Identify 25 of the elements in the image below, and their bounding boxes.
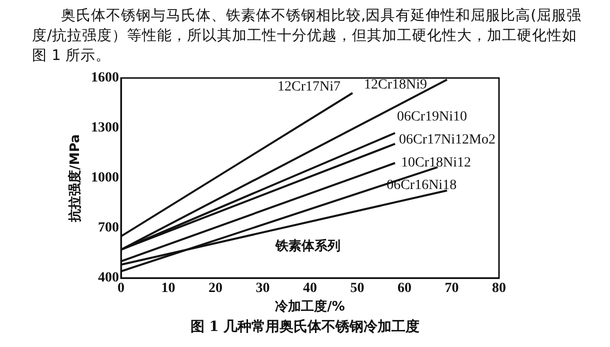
y-tick-label: 1000 bbox=[91, 170, 119, 186]
series-label: 06Cr19Ni10 bbox=[397, 110, 468, 125]
series-label: 铁素体系列 bbox=[274, 238, 340, 254]
x-tick-label: 0 bbox=[118, 281, 124, 296]
series-label: 06Cr16Ni18 bbox=[386, 178, 457, 193]
y-tick-label: 400 bbox=[98, 270, 119, 286]
y-tick-label: 1600 bbox=[91, 70, 119, 86]
text: 图 1 几种常用奥氏体不锈钢冷加工度 bbox=[189, 318, 421, 336]
text: 奥氏体不锈钢与马氏体、铁素体不锈钢相比较,因具有延伸性和屈服比高(屈服强度/抗拉强度）等性能，所以其加工性十分优越，但其加工硬化性大，加工硬化性如图 1 所示。 bbox=[32, 6, 582, 66]
x-tick-label: 50 bbox=[350, 281, 364, 296]
y-axis-title: 抗拉强度/MPa bbox=[67, 134, 84, 223]
x-tick-label: 70 bbox=[444, 281, 459, 296]
series-label: 10Cr18Ni12 bbox=[401, 156, 472, 171]
x-tick-label: 10 bbox=[161, 281, 176, 296]
y-tick-label: 1300 bbox=[91, 120, 119, 136]
series-label: 06Cr17Ni12Mo2 bbox=[399, 132, 496, 148]
x-tick-label: 40 bbox=[303, 281, 317, 296]
series-label: 12Cr17Ni7 bbox=[278, 80, 341, 95]
x-tick-label: 30 bbox=[256, 281, 270, 296]
series-label: 12Cr18Ni9 bbox=[364, 77, 428, 92]
x-tick-label: 20 bbox=[208, 281, 222, 296]
y-tick-label: 700 bbox=[98, 220, 119, 236]
x-axis-title: 冷加工度/% bbox=[275, 298, 345, 315]
x-tick-label: 80 bbox=[492, 281, 506, 296]
x-tick-label: 60 bbox=[398, 281, 412, 296]
